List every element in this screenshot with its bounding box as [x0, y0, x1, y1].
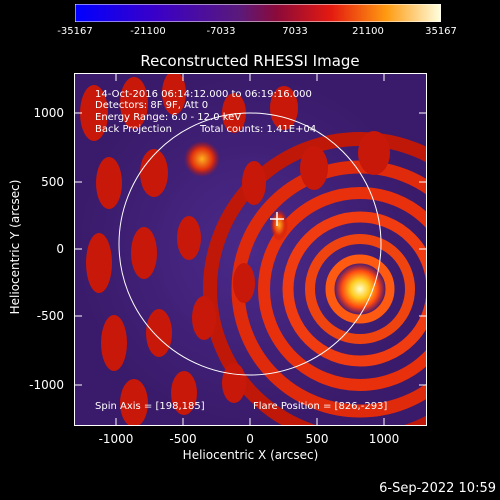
x-tick-label: 1000	[368, 432, 400, 446]
overlay-total-counts: Total counts: 1.41E+04	[200, 124, 317, 135]
colorbar-tick-label: 21100	[352, 26, 384, 37]
overlay-flare-position: Flare Position = [826,-293]	[253, 401, 388, 412]
overlay-spin-axis: Spin Axis = [198,185]	[95, 401, 205, 412]
overlay-method: Back Projection	[95, 124, 172, 135]
x-tick-label: -1000	[98, 432, 134, 446]
colorbar	[75, 4, 441, 22]
plot-title: Reconstructed RHESSI Image	[140, 52, 360, 70]
overlay-energy-range: Energy Range: 6.0 - 12.0 keV	[95, 112, 242, 123]
y-tick-label: 1000	[33, 106, 64, 120]
colorbar-tick-label: -35167	[57, 26, 93, 37]
y-tick-label: -1000	[29, 378, 64, 392]
colorbar-tick-label: 7033	[282, 26, 308, 37]
timestamp: 6-Sep-2022 10:59	[379, 481, 496, 496]
spin-axis-marker	[270, 212, 284, 226]
y-axis-label: Heliocentric Y (arcsec)	[8, 179, 22, 315]
overlay-detectors: Detectors: 8F 9F, Att 0	[95, 100, 209, 111]
colorbar-tick-label: 35167	[425, 26, 457, 37]
x-axis-label: Heliocentric X (arcsec)	[182, 448, 319, 462]
colorbar-tick-label: -7033	[206, 26, 236, 37]
x-tick-label: 0	[246, 432, 254, 446]
y-tick-label: 500	[41, 175, 64, 189]
overlay-time-range: 14-Oct-2016 06:14:12.000 to 06:19:16.000	[95, 89, 312, 100]
colorbar-tick-label: -21100	[130, 26, 166, 37]
y-tick-label: -500	[36, 309, 64, 323]
rhessi-image	[74, 73, 427, 426]
y-tick-label: 0	[56, 242, 64, 256]
colorbar-tick-labels: -35167 -21100 -7033 7033 21100 35167	[57, 26, 457, 40]
x-tick-label: -500	[169, 432, 197, 446]
x-tick-label: 500	[305, 432, 329, 446]
